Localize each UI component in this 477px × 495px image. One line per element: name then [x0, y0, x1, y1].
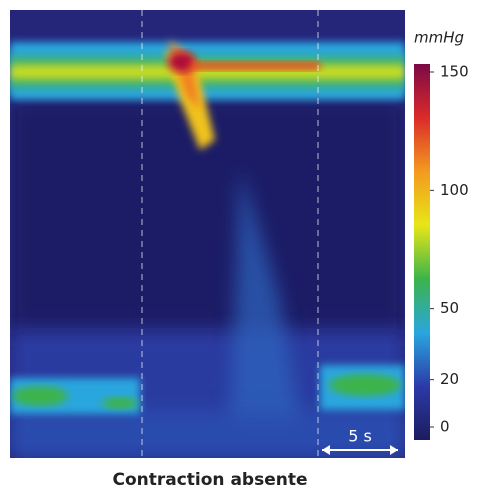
colorbar-tick-label: 20: [440, 370, 459, 388]
colorbar: [414, 64, 430, 440]
colorbar-tick-label: 100: [440, 181, 469, 199]
scale-bar: 5 s: [322, 427, 398, 455]
caption: Contraction absente: [112, 470, 307, 490]
colorbar-tick-label: 0: [440, 418, 450, 436]
heatmap: [10, 10, 405, 458]
scale-label: 5 s: [348, 427, 372, 446]
colorbar-tick-label: 50: [440, 299, 459, 317]
colorbar-tick-label: 150: [440, 63, 469, 81]
colorbar-label: mmHg: [414, 29, 464, 47]
